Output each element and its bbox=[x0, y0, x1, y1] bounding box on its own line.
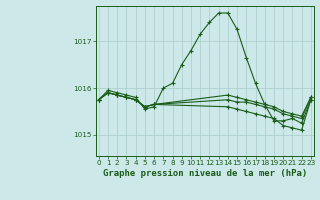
X-axis label: Graphe pression niveau de la mer (hPa): Graphe pression niveau de la mer (hPa) bbox=[103, 169, 307, 178]
